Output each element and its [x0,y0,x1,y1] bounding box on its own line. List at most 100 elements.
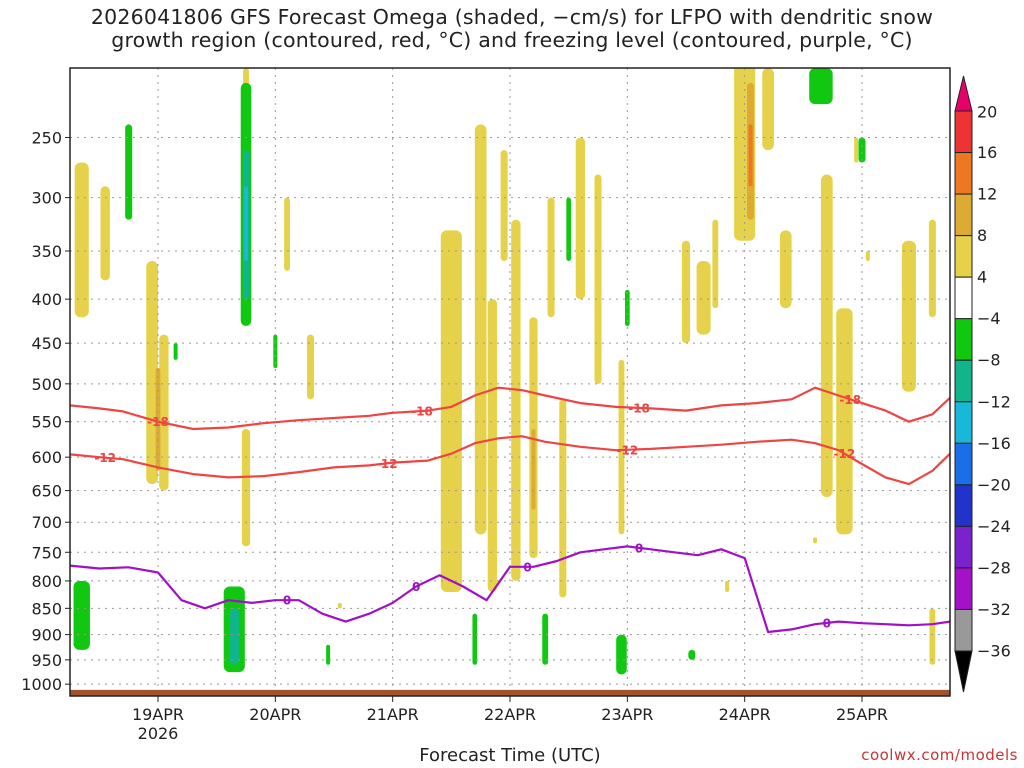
colorbar-label: −4 [977,309,1001,328]
colorbar-label: 4 [977,268,987,287]
omega-cell [858,137,866,163]
x-tick-label: 24APR [719,705,771,724]
colorbar-label: −20 [977,475,1011,494]
isotherm-contours: -18 -18 -18 -18 -12 -12 -12 -12 0 0 0 0 0 [70,386,950,634]
omega-cell [511,219,521,581]
colorbar-label: 16 [977,143,997,162]
omega-cell [474,124,487,535]
colorbar-label: −8 [977,351,1001,370]
omega-cell [725,580,730,593]
y-tick-label: 400 [31,290,62,309]
omega-shading [73,68,936,675]
colorbar-label: −24 [977,517,1011,536]
omega-cell [762,68,774,151]
omega-cell [836,308,853,535]
colorbar-segment [954,442,973,486]
omega-cell [173,343,178,360]
x-tick-label: 19APR [132,705,184,724]
colorbar-label: 8 [977,226,987,245]
omega-cell [616,634,627,675]
omega-cell [748,124,753,187]
x-year-label: 2026 [138,724,179,743]
y-tick-label: 500 [31,375,62,394]
omega-cell [594,174,602,384]
contour-label: -12 [616,443,638,457]
colorbar-label: 20 [977,103,997,122]
x-tick-label: 21APR [367,705,419,724]
omega-cell [487,299,498,593]
colorbar-segment [954,401,973,444]
omega-cell [472,613,478,665]
omega-cell [100,186,110,281]
y-tick-label: 250 [31,128,62,147]
omega-cell [559,399,567,598]
contour-label: -12 [376,457,398,471]
colorbar: 20 16 12 8 4 −4 −8 −12 −16 −20 −24 −28 −32 −36 [954,75,1011,693]
contour-label: 0 [635,541,643,555]
x-axis-label: Forecast Time (UTC) [419,745,601,766]
colorbar-top-arrow [954,75,973,112]
colorbar-segment [954,525,973,569]
contour-label: 0 [523,560,531,574]
omega-cell [854,137,859,163]
contour-label: -18 [147,415,169,429]
omega-cell [712,219,719,309]
colorbar-label: 12 [977,185,997,204]
y-tick-label: 800 [31,572,62,591]
y-tick-label: 950 [31,651,62,670]
colorbar-segment [954,110,973,154]
omega-cell [813,537,818,544]
contour-label: -12 [94,451,116,465]
omega-cell [531,428,536,510]
freezing-level-line [70,545,950,634]
colorbar-segment [954,193,973,237]
omega-cell [820,174,833,498]
omega-cell [809,68,833,105]
omega-cell [929,608,936,665]
x-tick-label: 25APR [836,705,888,724]
colorbar-label: −28 [977,558,1011,577]
colorbar-segment [954,152,973,195]
omega-cell [681,240,691,344]
omega-cell [696,260,711,335]
omega-cell [500,150,508,261]
y-tick-label: 350 [31,242,62,261]
omega-cell [928,219,936,318]
omega-cell [125,124,133,220]
omega-cell [307,334,315,400]
y-tick-label: 900 [31,626,62,645]
omega-cell [575,137,586,300]
colorbar-label: −36 [977,642,1011,661]
omega-cell [337,602,342,609]
y-tick-label: 850 [31,599,62,618]
colorbar-label: −12 [977,392,1011,411]
y-axis: 250 300 350 400 450 500 550 600 650 700 750 800 850 9… [21,128,70,694]
omega-cell [159,334,169,491]
y-tick-label: 600 [31,448,62,467]
ground-strip [70,689,950,696]
omega-cell [146,260,158,485]
y-tick-label: 450 [31,334,62,353]
x-tick-label: 20APR [249,705,301,724]
red-isotherm-line [70,386,950,431]
title-line-1: 2026041806 GFS Forecast Omega (shaded, −… [90,5,934,29]
omega-cell [618,359,625,535]
colorbar-segment [954,359,973,403]
y-tick-label: 550 [31,413,62,432]
omega-cell [241,428,251,547]
omega-cell [284,197,290,271]
colorbar-segment [954,276,973,320]
omega-cell [229,608,239,665]
y-tick-label: 750 [31,543,62,562]
colorbar-segment [954,318,973,361]
omega-cell [566,197,572,261]
contour-label: -12 [834,447,856,461]
x-axis: 19APR 20APR 21APR 22APR 23APR 24APR 25APR 2026 [132,696,888,743]
red-isotherm-line [70,435,950,486]
colorbar-segment [954,567,973,610]
y-tick-label: 650 [31,482,62,501]
below-ground-area [70,689,950,696]
x-tick-label: 22APR [484,705,536,724]
colorbar-segment [954,608,973,652]
